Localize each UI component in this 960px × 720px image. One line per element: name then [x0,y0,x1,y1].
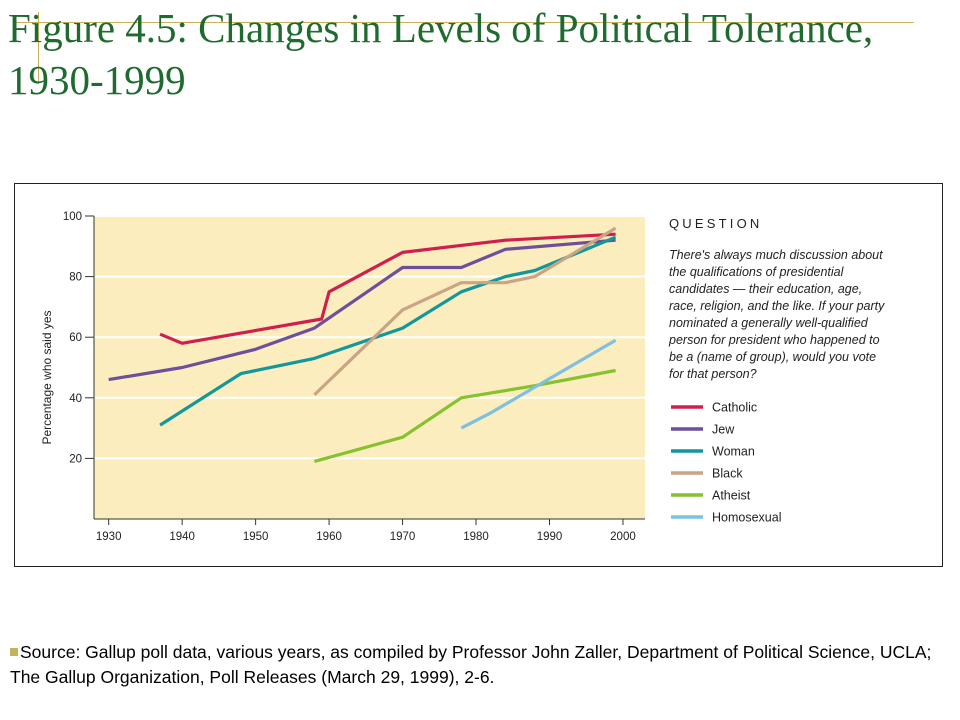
x-tick-label: 1930 [96,531,122,543]
y-tick-label: 100 [63,211,82,223]
question-line: person for president who happened to [668,333,880,347]
series-line-catholic [159,232,616,345]
x-tick-label: 1970 [390,531,416,543]
x-tick-label: 1990 [537,531,563,543]
legend-label: Black [712,467,743,481]
question-line: be a (name of group), would you vote [669,350,876,364]
x-tick-label: 2000 [610,531,636,543]
question-heading: QUESTION [669,216,763,231]
question-line: the qualifications of presidential [669,265,845,279]
question-line: nominated a generally well-qualified [669,316,869,330]
y-tick-label: 40 [69,393,82,405]
y-tick-label: 80 [69,272,82,284]
x-tick-label: 1960 [316,531,342,543]
question-line: race, religion, and the like. If your pa… [669,299,885,313]
legend-label: Atheist [712,489,751,503]
series-line-homosexual [460,338,617,430]
question-line: There's always much discussion about [669,248,883,262]
axes: 20 40 60 80 100 1930 1940 1950 1960 1970 1980 1990 2… [40,211,645,543]
title-rule-vertical [38,12,39,84]
legend-label: Catholic [712,401,757,415]
x-tick-label: 1940 [169,531,195,543]
source-text: Source: Gallup poll data, various years,… [10,642,932,687]
question-line: for that person? [669,367,757,381]
question-line: candidates — their education, age, [669,282,862,296]
legend-label: Homosexual [712,511,781,525]
line-chart: 20 40 60 80 100 1930 1940 1950 1960 1970 1980 1990 2… [40,211,885,543]
series-line-atheist [313,368,616,463]
series-line-woman [159,235,617,427]
legend-label: Jew [712,423,735,437]
y-tick-label: 20 [69,453,82,465]
series-line-black [313,226,617,396]
source-note: Source: Gallup poll data, various years,… [10,640,945,690]
series-lines [108,226,617,463]
slide-title: Figure 4.5: Changes in Levels of Politic… [8,5,874,103]
series-line-jew [108,238,616,382]
figure-panel: 20 40 60 80 100 1930 1940 1950 1960 1970 1980 1990 2… [14,183,943,567]
legend-label: Woman [712,445,755,459]
y-tick-label: 60 [69,332,82,344]
title-rule-horizontal [14,22,914,23]
x-tick-label: 1950 [243,531,269,543]
y-axis-label: Percentage who said yes [40,310,54,444]
question-panel: QUESTION There's always much discussion … [668,216,885,381]
legend: Catholic Jew Woman Black Atheist Homosexual [671,401,781,525]
x-tick-label: 1980 [463,531,489,543]
bullet-icon [10,648,18,656]
